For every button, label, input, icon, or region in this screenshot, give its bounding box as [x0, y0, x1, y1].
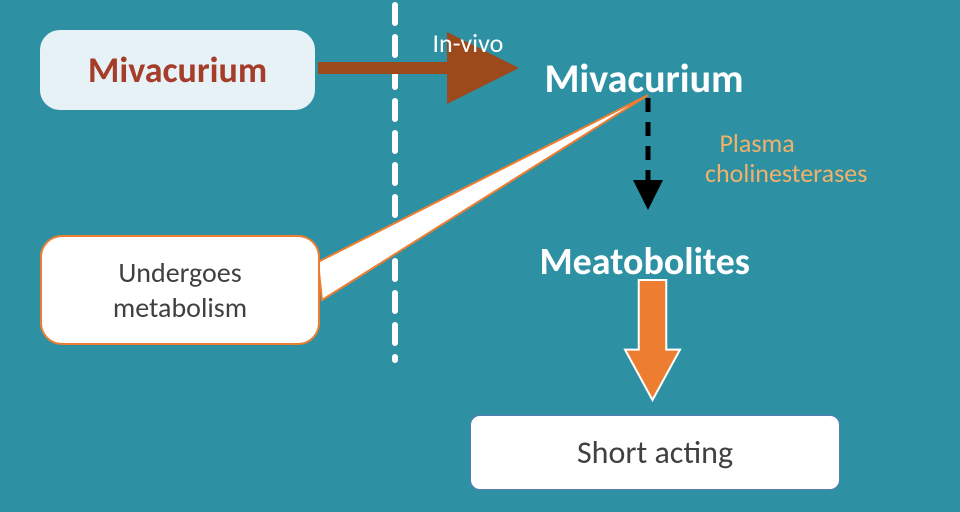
source-drug-box: Mivacurium [40, 30, 315, 110]
invivo-label: In-vivo [418, 8, 503, 78]
result-text: Short acting [577, 433, 733, 472]
target-drug-text: Mivacurium [544, 54, 743, 103]
enzyme-text: Plasma cholinesterases [705, 127, 867, 189]
invivo-text: In-vivo [432, 27, 503, 59]
callout-text: Undergoes metabolism [113, 255, 247, 325]
result-box: Short acting [470, 415, 840, 490]
callout-box: Undergoes metabolism [40, 235, 320, 345]
metabolites-text: Meatobolites [539, 239, 749, 285]
diagram-canvas: Mivacurium In-vivo Mivacurium Plasma cho… [0, 0, 960, 512]
target-drug-label: Mivacurium [530, 35, 744, 122]
enzyme-label: Plasma cholinesterases [705, 110, 867, 208]
metabolites-label: Meatobolites [525, 220, 750, 304]
source-drug-label: Mivacurium [88, 48, 267, 92]
